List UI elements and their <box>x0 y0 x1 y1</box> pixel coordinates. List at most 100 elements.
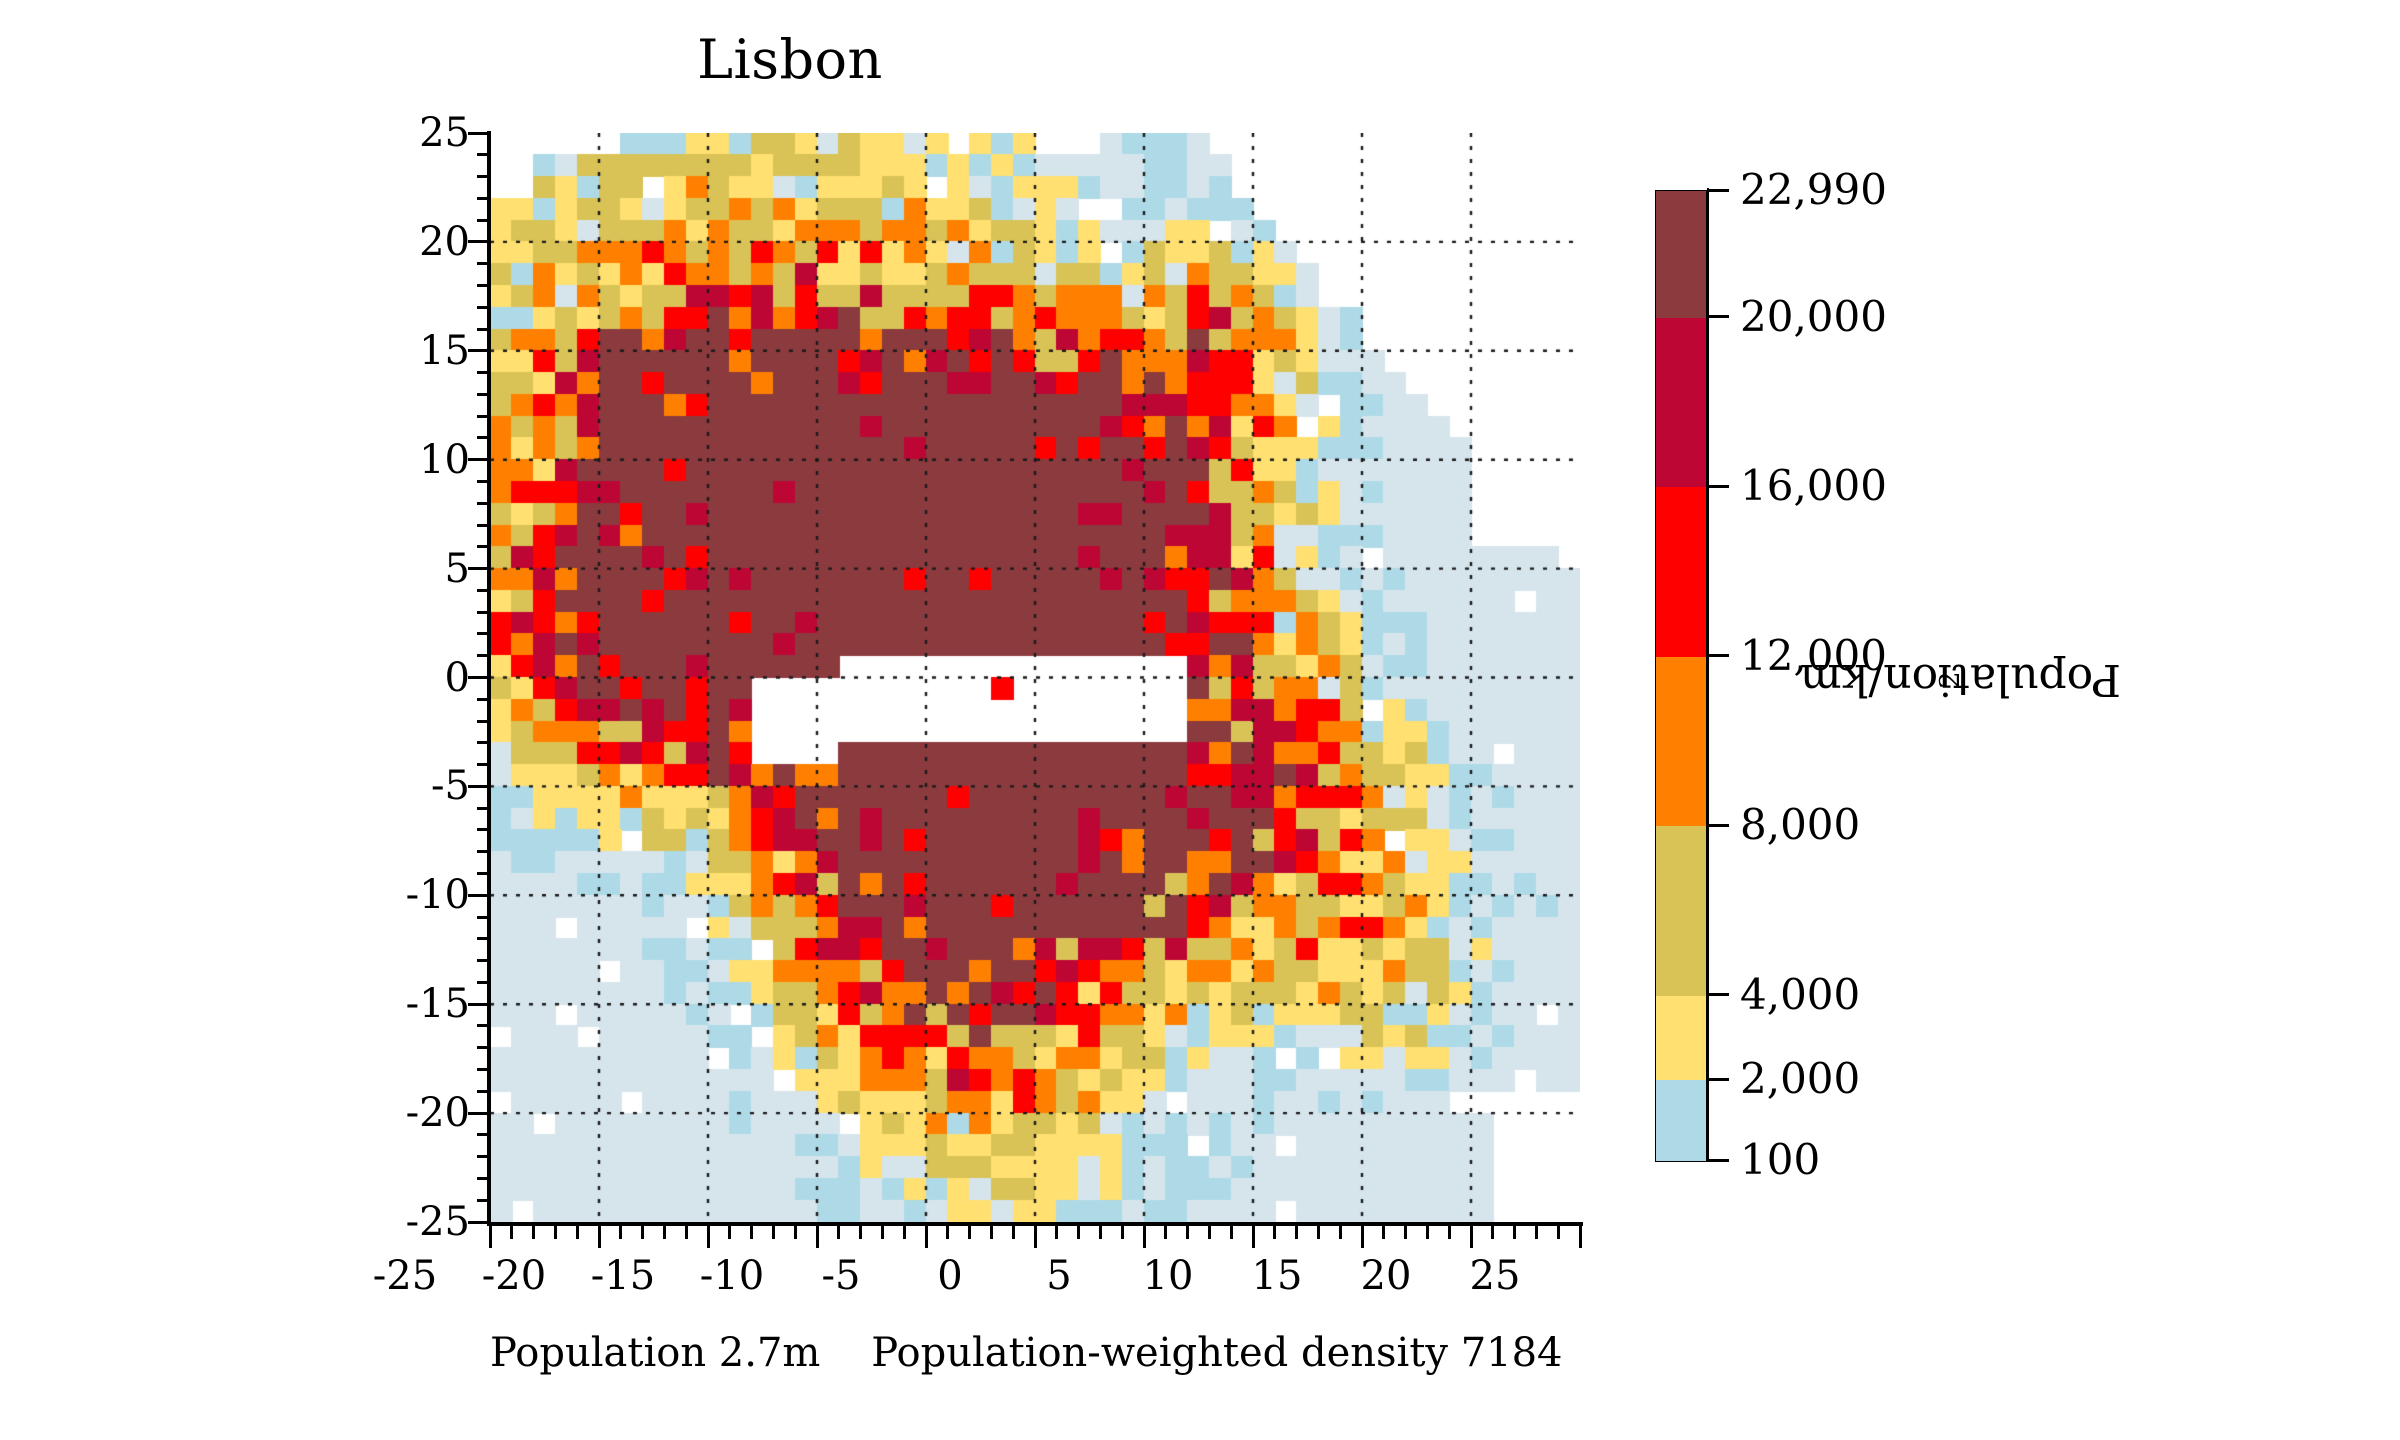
x-minor-tick <box>1404 1226 1408 1239</box>
x-tick-label: 25 <box>1469 1253 1521 1299</box>
x-minor-tick <box>1077 1226 1081 1239</box>
x-minor-tick <box>1447 1226 1451 1239</box>
x-major-tick <box>815 1226 819 1248</box>
y-minor-tick <box>477 153 490 157</box>
x-minor-tick <box>1534 1226 1538 1239</box>
y-minor-tick <box>477 305 490 309</box>
x-minor-tick <box>619 1226 623 1239</box>
y-major-tick <box>468 1220 490 1224</box>
x-minor-tick <box>1338 1226 1342 1239</box>
colorbar-band <box>1656 191 1706 318</box>
x-tick-label: -15 <box>590 1253 656 1299</box>
x-tick-label: 5 <box>1046 1253 1072 1299</box>
y-minor-tick <box>477 959 490 963</box>
y-major-tick <box>468 567 490 571</box>
colorbar-band <box>1656 995 1706 1081</box>
y-minor-tick <box>477 175 490 179</box>
y-minor-tick <box>477 501 490 505</box>
x-minor-tick <box>1556 1226 1560 1239</box>
colorbar-title-text: Population/km <box>1799 654 2121 706</box>
x-minor-tick <box>1207 1226 1211 1239</box>
x-major-tick <box>1360 1226 1364 1248</box>
y-major-tick <box>468 893 490 897</box>
colorbar-tick-label: 16,000 <box>1740 461 1887 511</box>
x-major-tick <box>1251 1226 1255 1248</box>
colorbar-band <box>1656 317 1706 488</box>
colorbar-tick-label: 100 <box>1740 1135 1821 1184</box>
y-minor-tick <box>477 1046 490 1050</box>
x-minor-tick <box>859 1226 863 1239</box>
colorbar-tick-label: 4,000 <box>1740 969 1861 1019</box>
x-minor-tick <box>684 1226 688 1239</box>
y-minor-tick <box>477 327 490 331</box>
x-tick-label: 10 <box>1142 1253 1194 1299</box>
x-minor-tick <box>837 1226 841 1239</box>
colorbar-band <box>1656 826 1706 996</box>
y-minor-tick <box>477 1155 490 1159</box>
y-minor-tick <box>477 392 490 396</box>
x-minor-tick <box>1164 1226 1168 1239</box>
x-minor-tick <box>946 1226 950 1239</box>
y-minor-tick <box>477 196 490 200</box>
y-minor-tick <box>477 980 490 984</box>
colorbar-tick <box>1707 484 1729 488</box>
x-minor-tick <box>968 1226 972 1239</box>
y-tick-label: 5 <box>444 545 470 592</box>
y-minor-tick <box>477 218 490 222</box>
colorbar-tick <box>1707 1158 1729 1162</box>
colorbar-tick <box>1707 993 1729 997</box>
y-minor-tick <box>477 414 490 418</box>
x-major-tick <box>597 1226 601 1248</box>
x-tick-label: -25 <box>372 1253 438 1299</box>
colorbar-tick <box>1707 654 1729 658</box>
y-minor-tick <box>477 1024 490 1028</box>
colorbar-tick <box>1707 823 1729 827</box>
x-axis-line <box>487 1222 1583 1226</box>
x-minor-tick <box>902 1226 906 1239</box>
x-minor-tick <box>771 1226 775 1239</box>
y-tick-label: -15 <box>405 981 470 1028</box>
y-minor-tick <box>477 1198 490 1202</box>
x-minor-tick <box>1186 1226 1190 1239</box>
y-major-tick <box>468 240 490 244</box>
x-minor-tick <box>641 1226 645 1239</box>
colorbar-axis-line <box>1707 188 1709 1162</box>
x-minor-tick <box>1055 1226 1059 1239</box>
y-minor-tick <box>477 1176 490 1180</box>
x-minor-tick <box>1491 1226 1495 1239</box>
chart-caption: Population 2.7m Population-weighted dens… <box>490 1330 1563 1376</box>
y-minor-tick <box>477 915 490 919</box>
y-minor-tick <box>477 763 490 767</box>
colorbar-tick-label: 8,000 <box>1740 800 1861 850</box>
y-minor-tick <box>477 632 490 636</box>
colorbar-tick <box>1707 188 1729 192</box>
y-minor-tick <box>477 262 490 266</box>
colorbar <box>1655 190 1707 1162</box>
y-minor-tick <box>477 523 490 527</box>
x-minor-tick <box>1273 1226 1277 1239</box>
y-tick-label: 20 <box>419 218 470 265</box>
x-minor-tick <box>1425 1226 1429 1239</box>
x-minor-tick <box>880 1226 884 1239</box>
x-minor-tick <box>575 1226 579 1239</box>
y-tick-label: 15 <box>419 327 470 374</box>
x-minor-tick <box>1382 1226 1386 1239</box>
y-minor-tick <box>477 741 490 745</box>
y-major-tick <box>468 676 490 679</box>
y-tick-label: 25 <box>419 110 470 156</box>
y-minor-tick <box>477 436 490 440</box>
x-minor-tick <box>553 1226 557 1239</box>
y-minor-tick <box>477 1133 490 1137</box>
y-major-tick <box>468 349 490 353</box>
y-minor-tick <box>477 610 490 614</box>
colorbar-band <box>1656 1080 1706 1161</box>
y-minor-tick <box>477 479 490 483</box>
y-tick-label: -25 <box>405 1199 470 1245</box>
x-minor-tick <box>662 1226 666 1239</box>
x-minor-tick <box>532 1226 536 1239</box>
x-minor-tick <box>989 1226 993 1239</box>
y-major-tick <box>468 1002 490 1006</box>
y-minor-tick <box>477 588 490 592</box>
y-minor-tick <box>477 654 490 658</box>
